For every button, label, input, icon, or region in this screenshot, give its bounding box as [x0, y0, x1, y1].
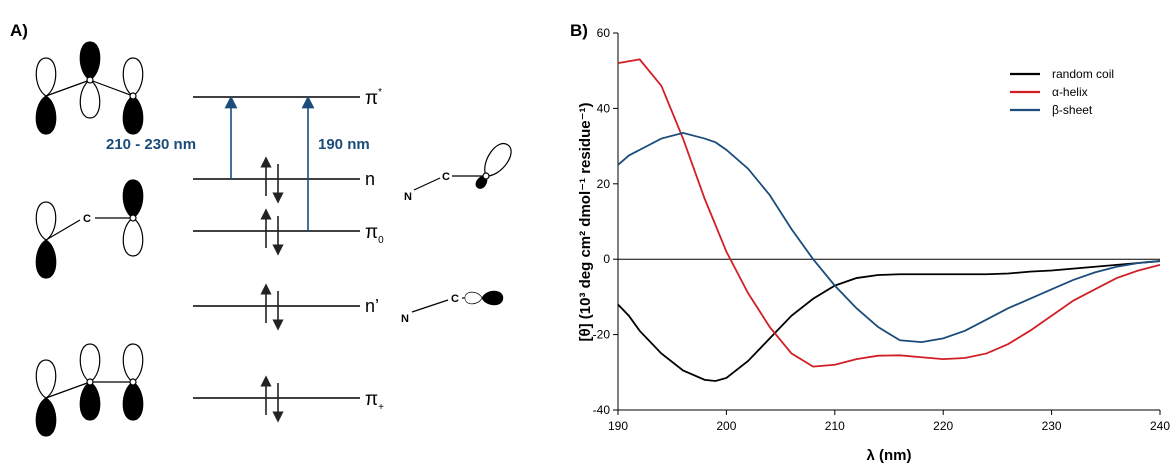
transition-label: 190 nm: [318, 136, 370, 153]
atom-label: C: [451, 293, 459, 305]
level-superscript: *: [378, 87, 382, 98]
series-line: [617, 131, 1161, 344]
atom-label: C: [83, 213, 91, 225]
legend-label: α-helix: [1052, 85, 1088, 99]
level-label: π+: [365, 389, 384, 413]
orbital-group: [35, 343, 144, 437]
x-tick-label: 200: [716, 419, 736, 433]
series-line: [617, 58, 1161, 368]
y-tick-label: 60: [597, 26, 611, 40]
orbital-group: [35, 41, 144, 135]
atom-label: N: [401, 313, 409, 325]
x-tick-label: 230: [1042, 419, 1062, 433]
legend-label: random coil: [1052, 67, 1114, 81]
atom-label: N: [404, 191, 412, 203]
level-label: n’: [365, 296, 379, 316]
y-tick-label: 0: [603, 252, 610, 266]
legend-label: β-sheet: [1052, 103, 1093, 117]
y-tick-label: 20: [597, 177, 611, 191]
y-axis-label: [θ] (10³ deg cm² dmol⁻¹ residue⁻¹): [577, 103, 594, 342]
y-tick-label: -20: [593, 328, 611, 342]
panel-a: A) C N C: [10, 21, 517, 437]
level-subscript: +: [378, 402, 384, 413]
x-tick-label: 220: [933, 419, 953, 433]
atom-label: C: [442, 171, 450, 183]
x-tick-label: 190: [608, 419, 628, 433]
level-label: π*: [365, 87, 382, 109]
y-tick-label: -40: [593, 403, 611, 417]
electron-pairs: [260, 156, 284, 423]
level-subscript: 0: [378, 235, 384, 246]
series-line: [617, 260, 1161, 382]
orbital-group: [35, 179, 144, 279]
panel-label: A): [10, 21, 28, 40]
orbital-group: [411, 290, 504, 313]
x-tick-label: 210: [825, 419, 845, 433]
chart-title: B): [570, 21, 588, 40]
level-label: n: [365, 169, 375, 189]
level-symbol: π: [365, 88, 378, 109]
x-axis-label: λ (nm): [867, 447, 912, 464]
y-tick-label: 40: [597, 101, 611, 115]
level-label: π0: [365, 222, 384, 246]
level-symbol: π: [365, 222, 378, 243]
x-tick-label: 240: [1150, 419, 1170, 433]
transition-label: 210 - 230 nm: [106, 136, 196, 153]
level-symbol: π: [365, 389, 378, 410]
panel-b: B) λ (nm) [θ] (10³ deg cm² dmol⁻¹ residu…: [570, 21, 912, 464]
orbital-group: [413, 138, 517, 191]
